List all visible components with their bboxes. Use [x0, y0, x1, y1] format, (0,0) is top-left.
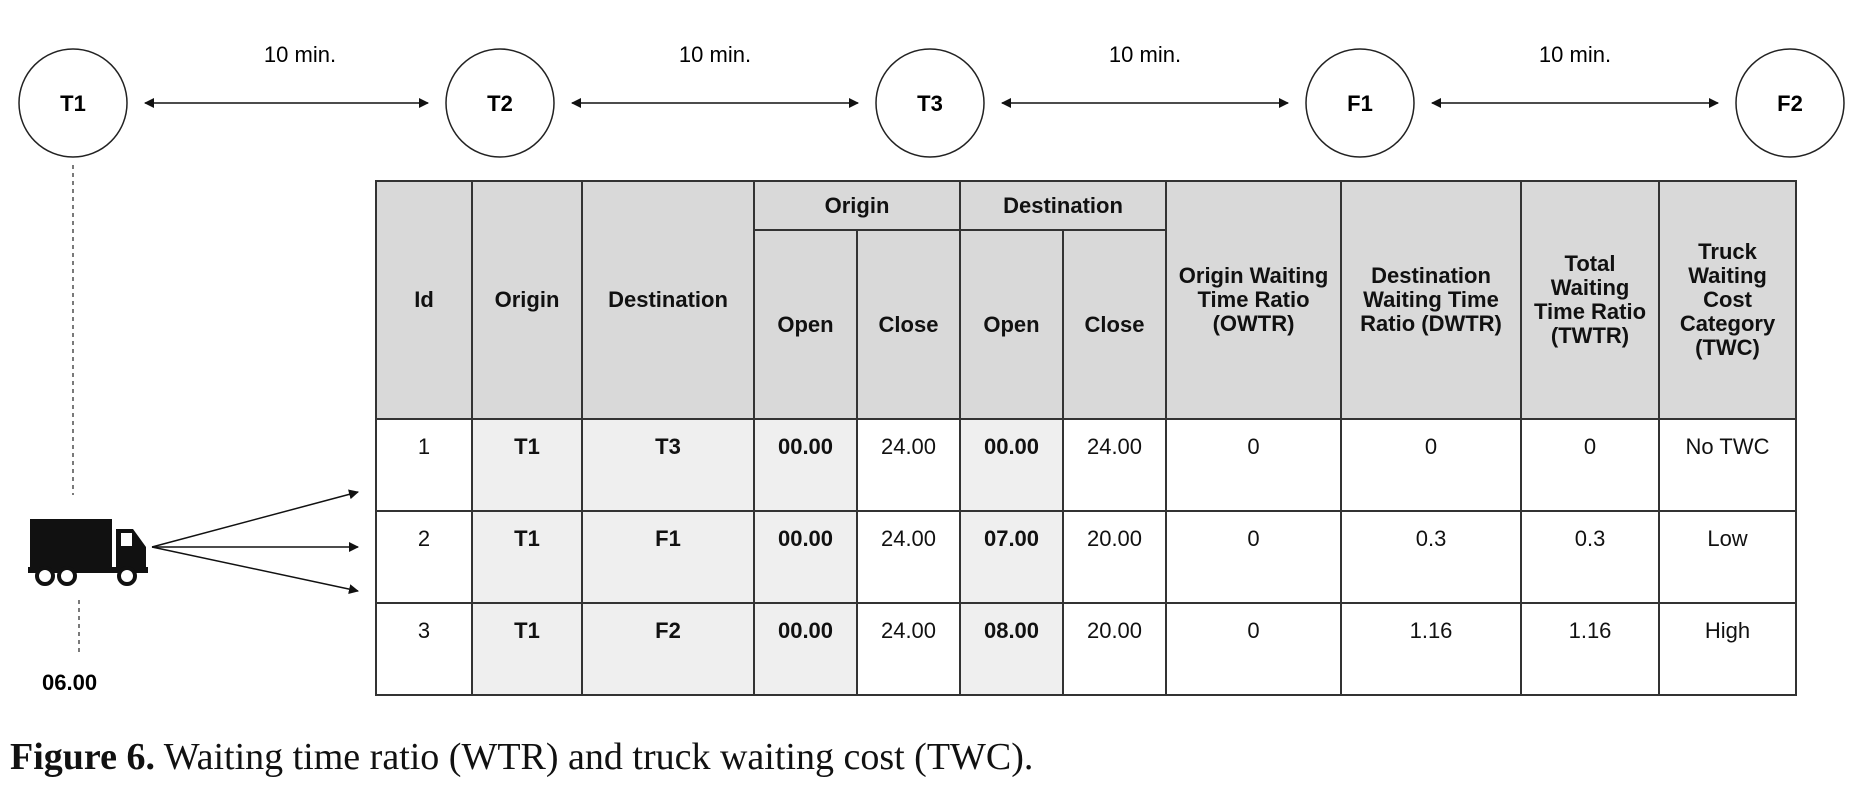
header-id: Id — [375, 180, 473, 420]
departure-time: 06.00 — [42, 670, 97, 695]
node-label: F2 — [1777, 91, 1803, 116]
cell-id: 3 — [375, 602, 473, 696]
node-label: T2 — [487, 91, 513, 116]
cell-destination-open: 07.00 — [959, 510, 1064, 604]
cell-destination: T3 — [581, 418, 755, 512]
cell-destination: F2 — [581, 602, 755, 696]
edge-f1-f2: 10 min. — [1431, 42, 1719, 108]
node-label: F1 — [1347, 91, 1373, 116]
cell-origin-close: 24.00 — [856, 602, 961, 696]
cell-twc: High — [1658, 602, 1798, 696]
cell-origin: T1 — [471, 602, 583, 696]
cell-owtr: 0 — [1165, 602, 1343, 696]
cell-owtr: 0 — [1165, 418, 1343, 512]
cell-twc: No TWC — [1658, 418, 1798, 512]
edge-label: 10 min. — [264, 42, 336, 67]
edge-t1-t2: 10 min. — [144, 42, 429, 108]
cell-origin-open: 00.00 — [753, 418, 858, 512]
cell-origin: T1 — [471, 418, 583, 512]
cell-origin-close: 24.00 — [856, 418, 961, 512]
cell-origin: T1 — [471, 510, 583, 604]
header-origin-open: Open — [753, 229, 858, 420]
node-t1: T1 — [18, 48, 128, 158]
node-t2: T2 — [445, 48, 555, 158]
header-origin-group: Origin — [753, 180, 961, 231]
header-destination-close: Close — [1061, 229, 1168, 420]
cell-origin-open: 00.00 — [753, 602, 858, 696]
truck-icon — [28, 519, 148, 586]
cell-twtr: 0.3 — [1520, 510, 1661, 604]
header-twtr: Total Waiting Time Ratio (TWTR) — [1520, 180, 1661, 420]
cell-twc: Low — [1658, 510, 1798, 604]
cell-destination-open: 00.00 — [959, 418, 1064, 512]
cell-destination-open: 08.00 — [959, 602, 1064, 696]
header-dwtr: Destination Waiting Time Ratio (DWTR) — [1340, 180, 1523, 420]
node-label: T3 — [917, 91, 943, 116]
header-origin: Origin — [471, 180, 583, 420]
cell-destination-close: 24.00 — [1061, 418, 1168, 512]
cell-destination: F1 — [581, 510, 755, 604]
header-owtr: Origin Waiting Time Ratio (OWTR) — [1165, 180, 1343, 420]
cell-origin-open: 00.00 — [753, 510, 858, 604]
edge-t2-t3: 10 min. — [571, 42, 859, 108]
edge-label: 10 min. — [1539, 42, 1611, 67]
cell-origin-close: 24.00 — [856, 510, 961, 604]
table-row: 1 T1 T3 00.00 24.00 00.00 24.00 0 0 0 No… — [375, 418, 1798, 512]
cell-dwtr: 0.3 — [1340, 510, 1523, 604]
edge-label: 10 min. — [679, 42, 751, 67]
header-origin-close: Close — [856, 229, 961, 420]
cell-destination-close: 20.00 — [1061, 602, 1168, 696]
cell-owtr: 0 — [1165, 510, 1343, 604]
table-row: 2 T1 F1 00.00 24.00 07.00 20.00 0 0.3 0.… — [375, 510, 1798, 604]
truck-route-arrows — [151, 489, 359, 595]
cell-dwtr: 0 — [1340, 418, 1523, 512]
cell-id: 2 — [375, 510, 473, 604]
node-f1: F1 — [1305, 48, 1415, 158]
header-destination-group: Destination — [958, 180, 1168, 231]
cell-id: 1 — [375, 418, 473, 512]
cell-twtr: 0 — [1520, 418, 1661, 512]
caption-text: Waiting time ratio (WTR) and truck waiti… — [154, 736, 1034, 778]
node-t3: T3 — [875, 48, 985, 158]
figure-caption: Figure 6. Waiting time ratio (WTR) and t… — [10, 735, 1033, 779]
header-twc: Truck Waiting Cost Category (TWC) — [1658, 180, 1798, 420]
node-label: T1 — [60, 91, 86, 116]
table-row: 3 T1 F2 00.00 24.00 08.00 20.00 0 1.16 1… — [375, 602, 1798, 696]
cell-dwtr: 1.16 — [1340, 602, 1523, 696]
caption-label: Figure 6. — [10, 736, 155, 778]
edge-label: 10 min. — [1109, 42, 1181, 67]
waiting-time-table: Id Origin Destination Origin Destination… — [375, 180, 1798, 696]
cell-twtr: 1.16 — [1520, 602, 1661, 696]
header-destination-open: Open — [959, 229, 1064, 420]
edge-t3-f1: 10 min. — [1001, 42, 1289, 108]
header-destination: Destination — [581, 180, 755, 420]
cell-destination-close: 20.00 — [1061, 510, 1168, 604]
node-f2: F2 — [1735, 48, 1845, 158]
